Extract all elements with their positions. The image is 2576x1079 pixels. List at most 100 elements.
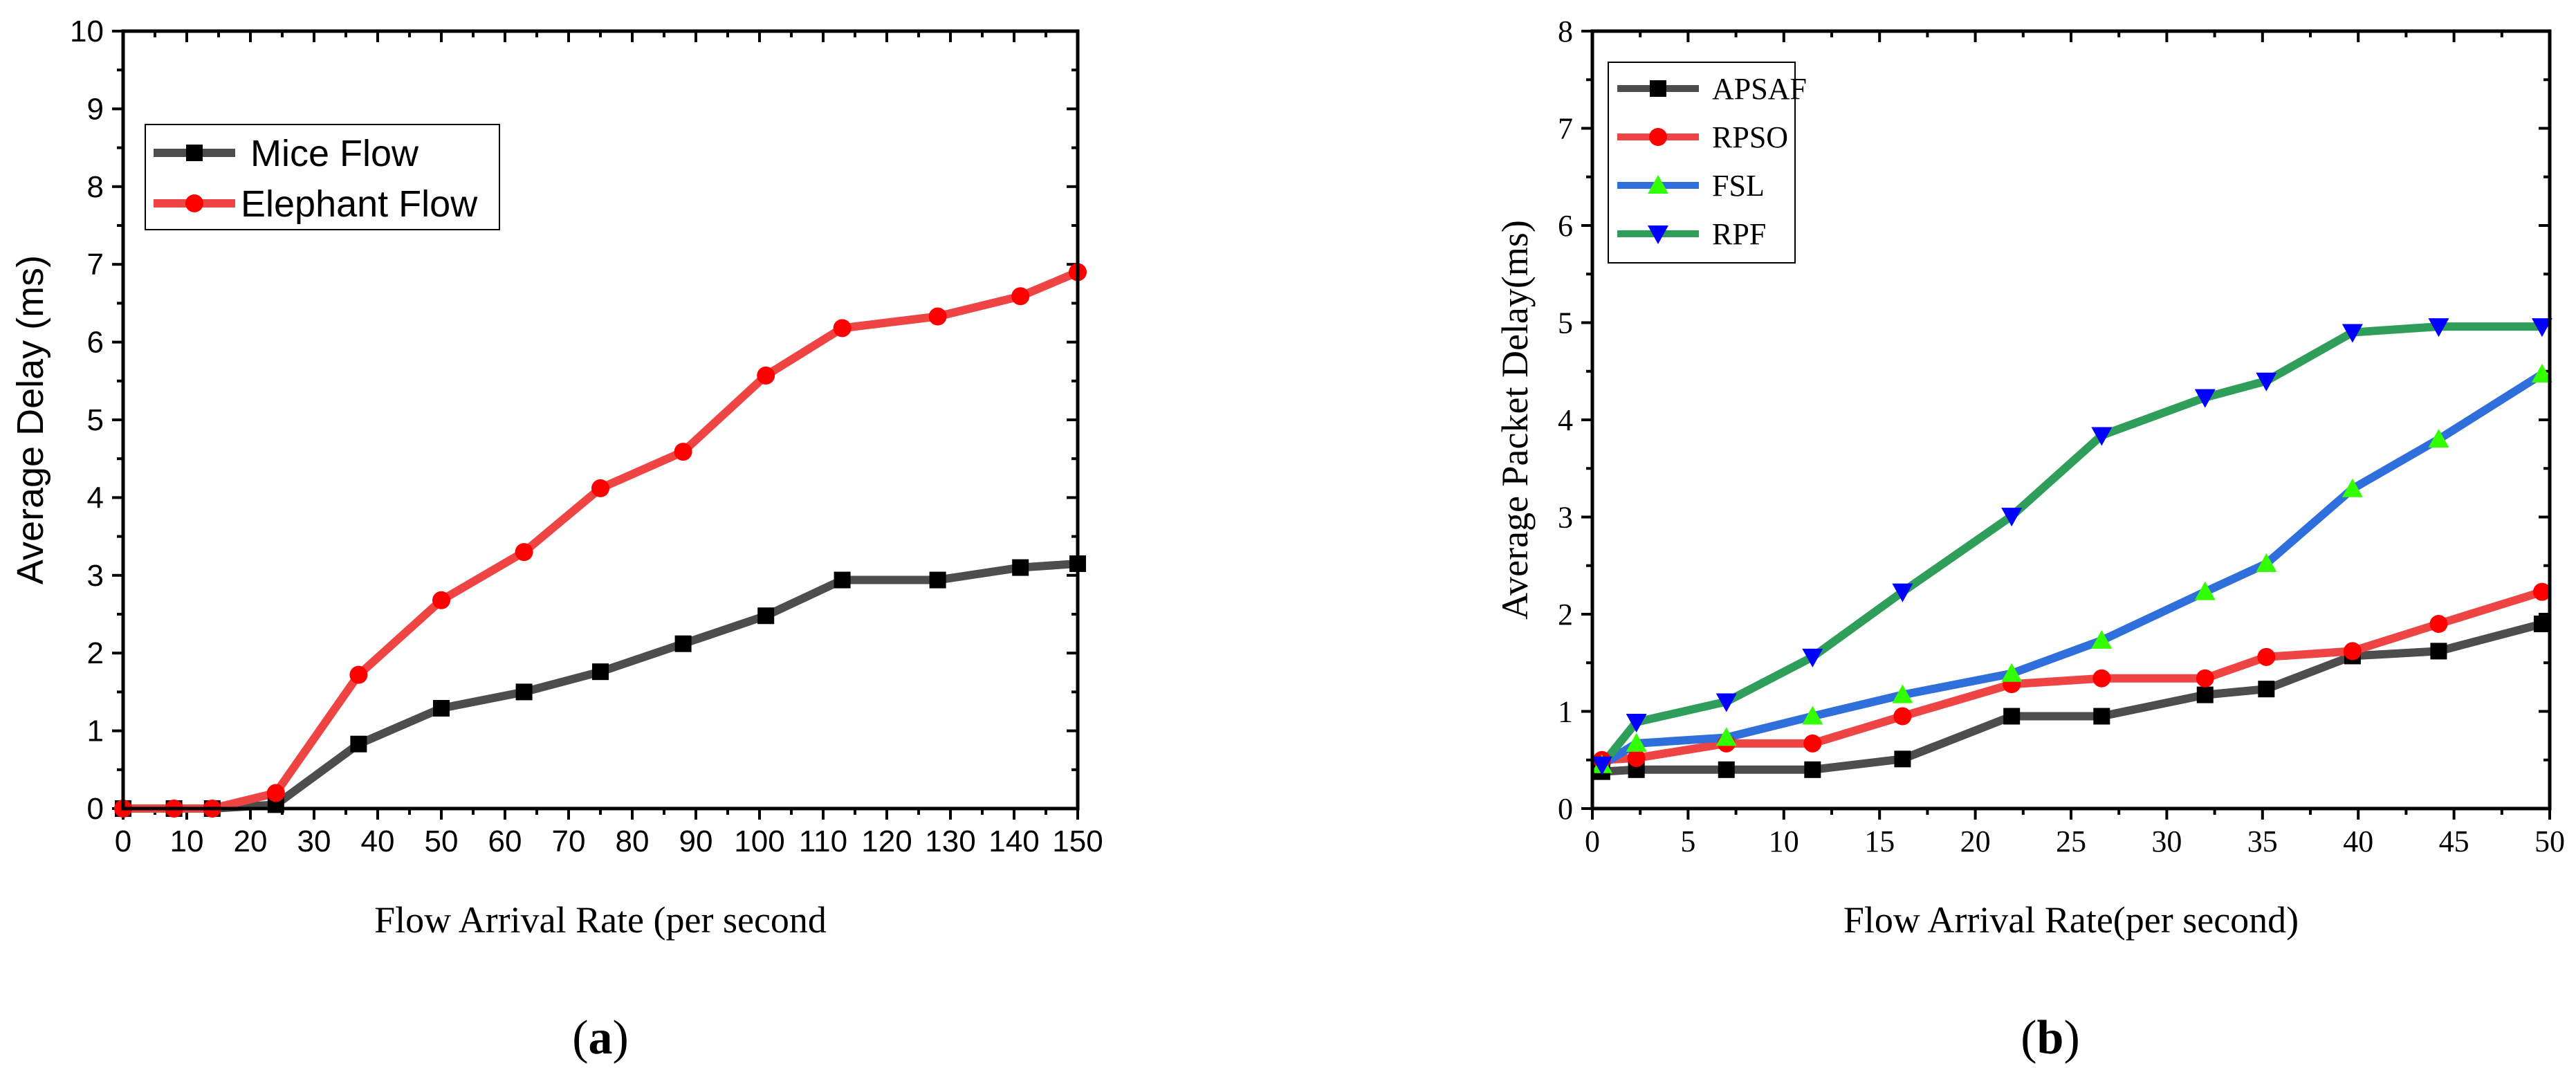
panel-label-b: (b)	[2021, 1011, 2080, 1064]
series-line-rpf	[1599, 322, 2542, 768]
x-tick-label: 35	[2247, 824, 2278, 858]
data-point-rpf	[2531, 318, 2552, 338]
data-point-apsaf	[1804, 761, 1821, 778]
data-point-fsl	[1715, 727, 1737, 746]
data-point-rpso	[2257, 647, 2276, 666]
y-tick-label: 0	[87, 792, 104, 826]
x-tick-label: 70	[552, 824, 586, 858]
chart-b-y-axis-title: Average Packet Delay(ms)	[1494, 220, 1536, 620]
x-tick-label: 60	[488, 824, 522, 858]
data-point-rpf	[1892, 583, 1913, 602]
x-tick-label: 80	[616, 824, 650, 858]
chart-b-x-axis-title: Flow Arrival Rate(per second)	[1843, 899, 2299, 941]
data-point-rpf	[2342, 324, 2363, 343]
data-point-apsaf	[1718, 761, 1735, 778]
panel-label-a-letter: a	[589, 1011, 613, 1064]
y-tick-label: 1	[1558, 695, 1573, 729]
data-point-rpso	[2092, 669, 2111, 688]
y-tick-label: 2	[1558, 598, 1573, 631]
data-point-elephant-flow	[591, 479, 609, 497]
legend-label-rpf: RPF	[1712, 217, 1766, 251]
legend-label-mice-flow: Mice Flow	[250, 133, 419, 174]
y-tick-label: 0	[1558, 792, 1573, 826]
data-point-mice-flow	[1012, 559, 1029, 576]
x-tick-label: 100	[734, 824, 784, 858]
x-tick-label: 25	[2056, 824, 2086, 858]
y-tick-label: 4	[87, 481, 104, 515]
data-point-mice-flow	[674, 635, 692, 652]
data-point-mice-flow	[433, 700, 450, 717]
data-point-elephant-flow	[757, 366, 775, 385]
y-tick-label: 6	[1558, 209, 1573, 243]
data-point-mice-flow	[592, 663, 609, 681]
chart-a-legend: Mice Flow Elephant Flow	[145, 124, 500, 230]
data-point-fsl	[2194, 581, 2216, 600]
data-point-elephant-flow	[266, 784, 285, 802]
x-tick-label: 150	[1052, 824, 1103, 858]
data-point-rpf	[2428, 318, 2449, 338]
data-point-apsaf	[2093, 708, 2110, 725]
data-point-rpf	[2091, 427, 2113, 446]
series-line-apsaf	[1601, 620, 2543, 776]
data-point-fsl	[2091, 629, 2113, 649]
data-point-fsl	[2001, 663, 2023, 682]
data-point-fsl	[2531, 363, 2552, 382]
x-tick-label: 140	[988, 824, 1039, 858]
y-tick-label: 9	[87, 92, 104, 126]
data-point-fsl	[2428, 429, 2449, 448]
y-tick-label: 1	[87, 714, 104, 748]
x-tick-label: 0	[115, 824, 131, 858]
data-point-fsl	[2256, 553, 2277, 572]
data-point-mice-flow	[929, 571, 946, 589]
legend-label-fsl: FSL	[1712, 169, 1765, 203]
data-point-elephant-flow	[928, 307, 947, 326]
x-tick-label: 10	[170, 824, 204, 858]
data-point-fsl	[1626, 732, 1647, 752]
data-point-rpso	[1803, 734, 1822, 753]
data-point-mice-flow	[757, 607, 775, 625]
y-tick-label: 7	[87, 248, 104, 282]
data-point-rpf	[1715, 693, 1737, 712]
data-point-rpso	[2196, 669, 2214, 688]
data-point-elephant-flow	[349, 665, 368, 684]
data-point-apsaf	[2196, 686, 2214, 703]
data-point-apsaf	[2430, 643, 2447, 660]
chart-a-y-axis-title: Average Delay (ms)	[10, 255, 51, 584]
x-tick-label: 90	[679, 824, 713, 858]
chart-b-legend-box	[1608, 62, 1796, 264]
panel-label-b-letter: b	[2037, 1011, 2064, 1064]
data-point-rpso	[2429, 615, 2448, 634]
series-line-mice-flow	[123, 559, 1078, 813]
data-point-elephant-flow	[515, 543, 533, 562]
x-tick-label: 50	[2534, 824, 2565, 858]
series-line-fsl	[1599, 370, 2545, 768]
x-tick-label: 15	[1864, 824, 1895, 858]
y-tick-label: 5	[87, 403, 104, 437]
data-point-rpf	[1802, 648, 1823, 667]
data-point-fsl	[2342, 478, 2363, 497]
y-tick-label: 5	[1558, 306, 1573, 340]
y-tick-label: 7	[1558, 112, 1573, 146]
chart-a-series	[114, 263, 1087, 818]
data-point-rpso	[2532, 582, 2551, 601]
data-point-rpf	[2256, 372, 2277, 391]
x-tick-label: 110	[799, 824, 847, 858]
legend-marker-triangle-down	[1648, 225, 1668, 244]
legend-marker-circle	[185, 194, 203, 212]
data-point-rpso	[1893, 707, 1912, 726]
data-point-apsaf	[2003, 708, 2021, 725]
y-tick-label: 8	[1558, 15, 1573, 48]
x-tick-label: 0	[1585, 824, 1600, 858]
data-point-rpf	[1626, 713, 1647, 732]
chart-b-legend: APSAF RPSO FSL RPF	[1608, 62, 1807, 264]
chart-a: 0 10 20 30 40 50 60 70 80 90 100 110 120 130 140 150 0 1 2…	[10, 15, 1103, 941]
data-point-mice-flow	[834, 571, 851, 589]
x-tick-label: 45	[2439, 824, 2469, 858]
x-tick-label: 120	[861, 824, 912, 858]
chart-a-x-axis-title: Flow Arrival Rate (per second	[374, 899, 827, 941]
data-point-elephant-flow	[432, 591, 450, 609]
x-tick-label: 40	[361, 824, 395, 858]
data-point-rpso	[1627, 748, 1646, 767]
